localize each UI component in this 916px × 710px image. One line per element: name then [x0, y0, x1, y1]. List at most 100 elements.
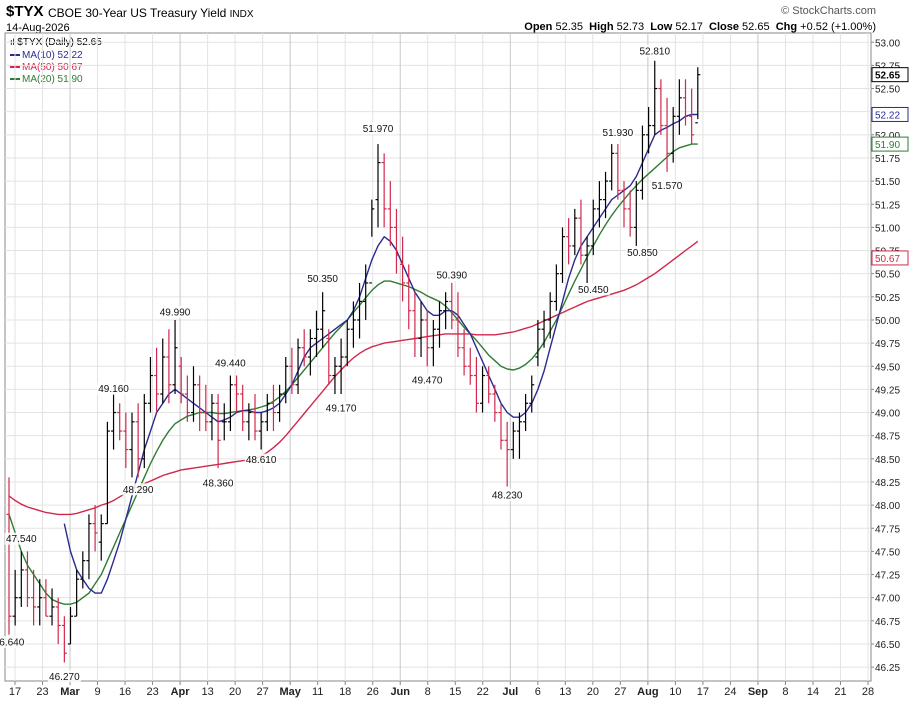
x-tick-label: 20: [229, 686, 241, 698]
pivot-label-bg: [576, 283, 610, 296]
x-tick-label: Aug: [637, 686, 658, 698]
pivot-label: 51.970: [363, 124, 394, 135]
chg-value: +0.52 (+1.00%): [800, 21, 876, 33]
symbol-title: $TYX: [6, 3, 44, 20]
last-value-box: [871, 250, 909, 266]
legend-ma10-text: MA(10) 52.22: [22, 50, 83, 61]
x-tick-label: 24: [724, 686, 736, 698]
pivot-label: 48.290: [123, 485, 154, 496]
pivot-label: 49.470: [412, 376, 443, 387]
y-tick-label: 49.75: [875, 339, 900, 350]
high-label: High: [589, 21, 614, 33]
y-tick-label: 49.25: [875, 385, 900, 396]
y-tick-label: 47.00: [875, 594, 900, 605]
close-label: Close: [709, 21, 739, 33]
last-value-box: [871, 106, 909, 122]
pivot-label-bg: [638, 44, 672, 57]
high-value: 52.73: [616, 21, 645, 33]
ma10-line: [63, 113, 698, 594]
close-value: 52.65: [742, 21, 770, 33]
x-tick-label: 20: [587, 686, 599, 698]
x-tick-label: Jul: [502, 686, 518, 698]
x-tick-label: 14: [807, 686, 819, 698]
chart-date: 14-Aug-2026: [6, 22, 70, 34]
last-value-label: 52.22: [875, 110, 900, 121]
pivot-label-bg: [601, 126, 635, 139]
y-tick-label: 48.00: [875, 501, 900, 512]
x-tick-label: 21: [834, 686, 846, 698]
x-tick-label: May: [279, 686, 301, 698]
pivot-label-bg: [306, 272, 340, 285]
pivot-label: 49.170: [326, 403, 357, 414]
pivot-label: 51.570: [652, 181, 683, 192]
pivot-label-bg: [435, 268, 469, 281]
x-tick-label: 28: [862, 686, 874, 698]
pivot-label: 49.160: [98, 384, 129, 395]
pivot-label-bg: [4, 532, 38, 545]
y-tick-label: 46.50: [875, 640, 900, 651]
last-value-box: [871, 67, 909, 83]
instrument-name: CBOE 30-Year US Treasury Yield INDX: [48, 6, 254, 20]
x-tick-label: 18: [339, 686, 351, 698]
y-tick-label: 47.50: [875, 547, 900, 558]
pivot-label-bg: [244, 453, 278, 466]
x-tick-label: Apr: [171, 686, 191, 698]
y-tick-label: 48.50: [875, 455, 900, 466]
pivot-label-bg: [47, 670, 81, 683]
last-value-box: [871, 136, 909, 152]
ma50-line: [8, 240, 699, 516]
chg-label: Chg: [775, 21, 798, 33]
y-tick-label: 52.00: [875, 131, 900, 142]
x-tick-label: 16: [119, 686, 131, 698]
pivot-label-bg: [0, 636, 26, 649]
pivot-label: 47.540: [6, 534, 37, 545]
y-tick-label: 53.00: [875, 38, 900, 49]
pivot-label-bg: [650, 179, 684, 192]
y-tick-label: 47.75: [875, 524, 900, 535]
y-tick-label: 50.50: [875, 270, 900, 281]
y-tick-label: 48.25: [875, 478, 900, 489]
pivot-label: 48.230: [492, 490, 523, 501]
brand-label: © StockCharts.com: [781, 5, 876, 17]
y-tick-label: 50.25: [875, 293, 900, 304]
x-tick-label: 13: [201, 686, 213, 698]
pivot-label-bg: [213, 356, 247, 369]
ma20-line: [8, 143, 698, 605]
pivot-label: 49.440: [215, 358, 246, 369]
pivot-label-bg: [201, 476, 235, 489]
y-tick-label: 49.00: [875, 409, 900, 420]
x-tick-label: 8: [425, 686, 431, 698]
pivot-label: 50.850: [627, 248, 658, 259]
open-label: Open: [524, 21, 553, 33]
y-tick-label: 51.25: [875, 200, 900, 211]
last-value-label: 51.90: [875, 140, 900, 151]
pivot-label: 46.640: [0, 638, 25, 649]
open-value: 52.35: [555, 21, 583, 33]
last-value-label: 52.65: [875, 71, 900, 82]
y-tick-label: 52.50: [875, 85, 900, 96]
x-tick-label: 8: [782, 686, 788, 698]
x-tick-label: 15: [449, 686, 461, 698]
x-tick-label: 17: [697, 686, 709, 698]
pivot-label: 48.610: [246, 455, 277, 466]
last-value-label: 50.67: [875, 254, 900, 265]
y-tick-label: 46.25: [875, 663, 900, 674]
x-tick-label: 17: [9, 686, 21, 698]
pivot-label-bg: [158, 305, 192, 318]
pivot-label-bg: [410, 374, 444, 387]
x-tick-label: 9: [94, 686, 100, 698]
pivot-label-bg: [121, 483, 155, 496]
x-tick-label: 27: [257, 686, 269, 698]
y-tick-label: 48.75: [875, 432, 900, 443]
pivot-label-bg: [97, 382, 131, 395]
x-tick-label: 22: [477, 686, 489, 698]
y-tick-label: 50.00: [875, 316, 900, 327]
pivot-label: 46.270: [49, 672, 80, 683]
x-tick-label: 10: [669, 686, 681, 698]
pivot-label-bg: [361, 122, 395, 135]
pivot-label: 52.810: [639, 46, 670, 57]
y-tick-label: 47.25: [875, 571, 900, 582]
pivot-label: 49.990: [160, 307, 191, 318]
pivot-label: 51.930: [603, 128, 634, 139]
